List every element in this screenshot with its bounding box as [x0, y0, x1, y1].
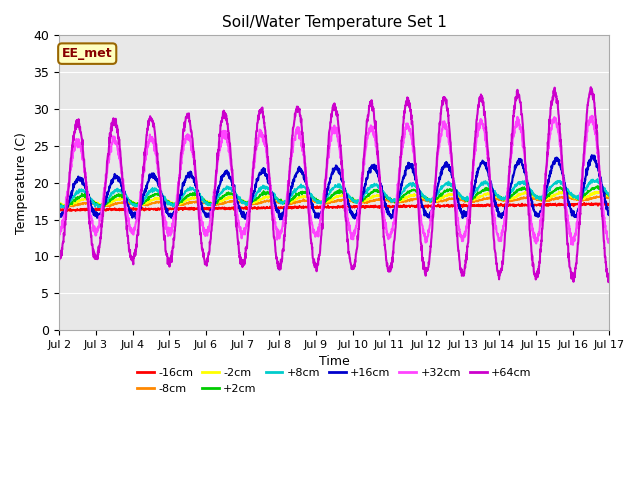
- +16cm: [278, 216, 286, 222]
- +32cm: [557, 148, 564, 154]
- +8cm: [209, 202, 217, 208]
- -2cm: [595, 189, 603, 194]
- +32cm: [605, 237, 613, 242]
- +64cm: [572, 261, 580, 266]
- +8cm: [362, 190, 370, 196]
- +16cm: [351, 213, 358, 218]
- -8cm: [351, 199, 358, 204]
- -16cm: [60, 209, 68, 215]
- Line: +16cm: +16cm: [59, 155, 609, 219]
- +8cm: [605, 192, 613, 198]
- +64cm: [55, 257, 63, 263]
- -8cm: [64, 204, 72, 210]
- -2cm: [55, 200, 63, 206]
- Line: +2cm: +2cm: [59, 186, 609, 208]
- -8cm: [362, 200, 370, 205]
- +16cm: [362, 175, 370, 181]
- +64cm: [587, 84, 595, 90]
- Line: -2cm: -2cm: [59, 192, 609, 207]
- -16cm: [495, 203, 502, 209]
- -16cm: [209, 205, 217, 211]
- +64cm: [557, 137, 564, 143]
- Line: -8cm: -8cm: [59, 196, 609, 207]
- +16cm: [209, 207, 216, 213]
- -8cm: [605, 195, 613, 201]
- +64cm: [350, 263, 358, 269]
- +16cm: [557, 165, 565, 171]
- +64cm: [362, 131, 370, 136]
- Line: +64cm: +64cm: [59, 87, 609, 282]
- +2cm: [55, 202, 63, 207]
- +2cm: [495, 193, 502, 199]
- -8cm: [209, 201, 217, 207]
- Line: +32cm: +32cm: [59, 116, 609, 245]
- +2cm: [63, 205, 70, 211]
- -2cm: [495, 195, 502, 201]
- +32cm: [209, 201, 216, 207]
- Text: EE_met: EE_met: [62, 47, 113, 60]
- +16cm: [495, 209, 502, 215]
- +64cm: [605, 274, 613, 280]
- +64cm: [605, 279, 612, 285]
- +32cm: [569, 242, 577, 248]
- +8cm: [557, 180, 565, 186]
- -16cm: [580, 200, 588, 205]
- +16cm: [55, 215, 63, 220]
- +8cm: [594, 176, 602, 182]
- -2cm: [209, 201, 217, 206]
- -8cm: [495, 197, 502, 203]
- -16cm: [572, 202, 580, 207]
- +2cm: [362, 194, 370, 200]
- +32cm: [572, 225, 580, 231]
- +16cm: [605, 212, 613, 217]
- +32cm: [350, 233, 358, 239]
- +8cm: [56, 205, 64, 211]
- +32cm: [494, 231, 502, 237]
- +64cm: [209, 215, 216, 221]
- +2cm: [209, 200, 217, 206]
- X-axis label: Time: Time: [319, 355, 349, 369]
- +2cm: [351, 199, 358, 204]
- -8cm: [55, 203, 63, 208]
- +2cm: [595, 183, 602, 189]
- -16cm: [55, 206, 63, 212]
- +8cm: [495, 192, 502, 198]
- -2cm: [605, 192, 613, 198]
- +32cm: [588, 113, 596, 119]
- -2cm: [362, 198, 370, 204]
- +2cm: [572, 194, 580, 200]
- -2cm: [572, 195, 580, 201]
- Y-axis label: Temperature (C): Temperature (C): [15, 132, 28, 234]
- -2cm: [557, 190, 565, 196]
- -8cm: [572, 197, 580, 203]
- +8cm: [55, 204, 63, 209]
- -16cm: [605, 202, 613, 208]
- -2cm: [60, 204, 67, 210]
- +32cm: [362, 144, 370, 150]
- +2cm: [557, 185, 565, 191]
- -8cm: [596, 193, 604, 199]
- +2cm: [605, 192, 613, 198]
- Line: +8cm: +8cm: [59, 179, 609, 208]
- +32cm: [55, 233, 63, 239]
- -16cm: [351, 203, 358, 209]
- +16cm: [572, 213, 580, 218]
- -16cm: [362, 204, 370, 210]
- Title: Soil/Water Temperature Set 1: Soil/Water Temperature Set 1: [222, 15, 447, 30]
- -2cm: [351, 198, 358, 204]
- +8cm: [572, 195, 580, 201]
- Legend: -16cm, -8cm, -2cm, +2cm, +8cm, +16cm, +32cm, +64cm: -16cm, -8cm, -2cm, +2cm, +8cm, +16cm, +3…: [132, 364, 536, 398]
- +8cm: [351, 199, 358, 205]
- Line: -16cm: -16cm: [59, 203, 609, 212]
- +16cm: [588, 152, 596, 158]
- -8cm: [557, 194, 565, 200]
- +64cm: [494, 269, 502, 275]
- -16cm: [557, 202, 565, 207]
